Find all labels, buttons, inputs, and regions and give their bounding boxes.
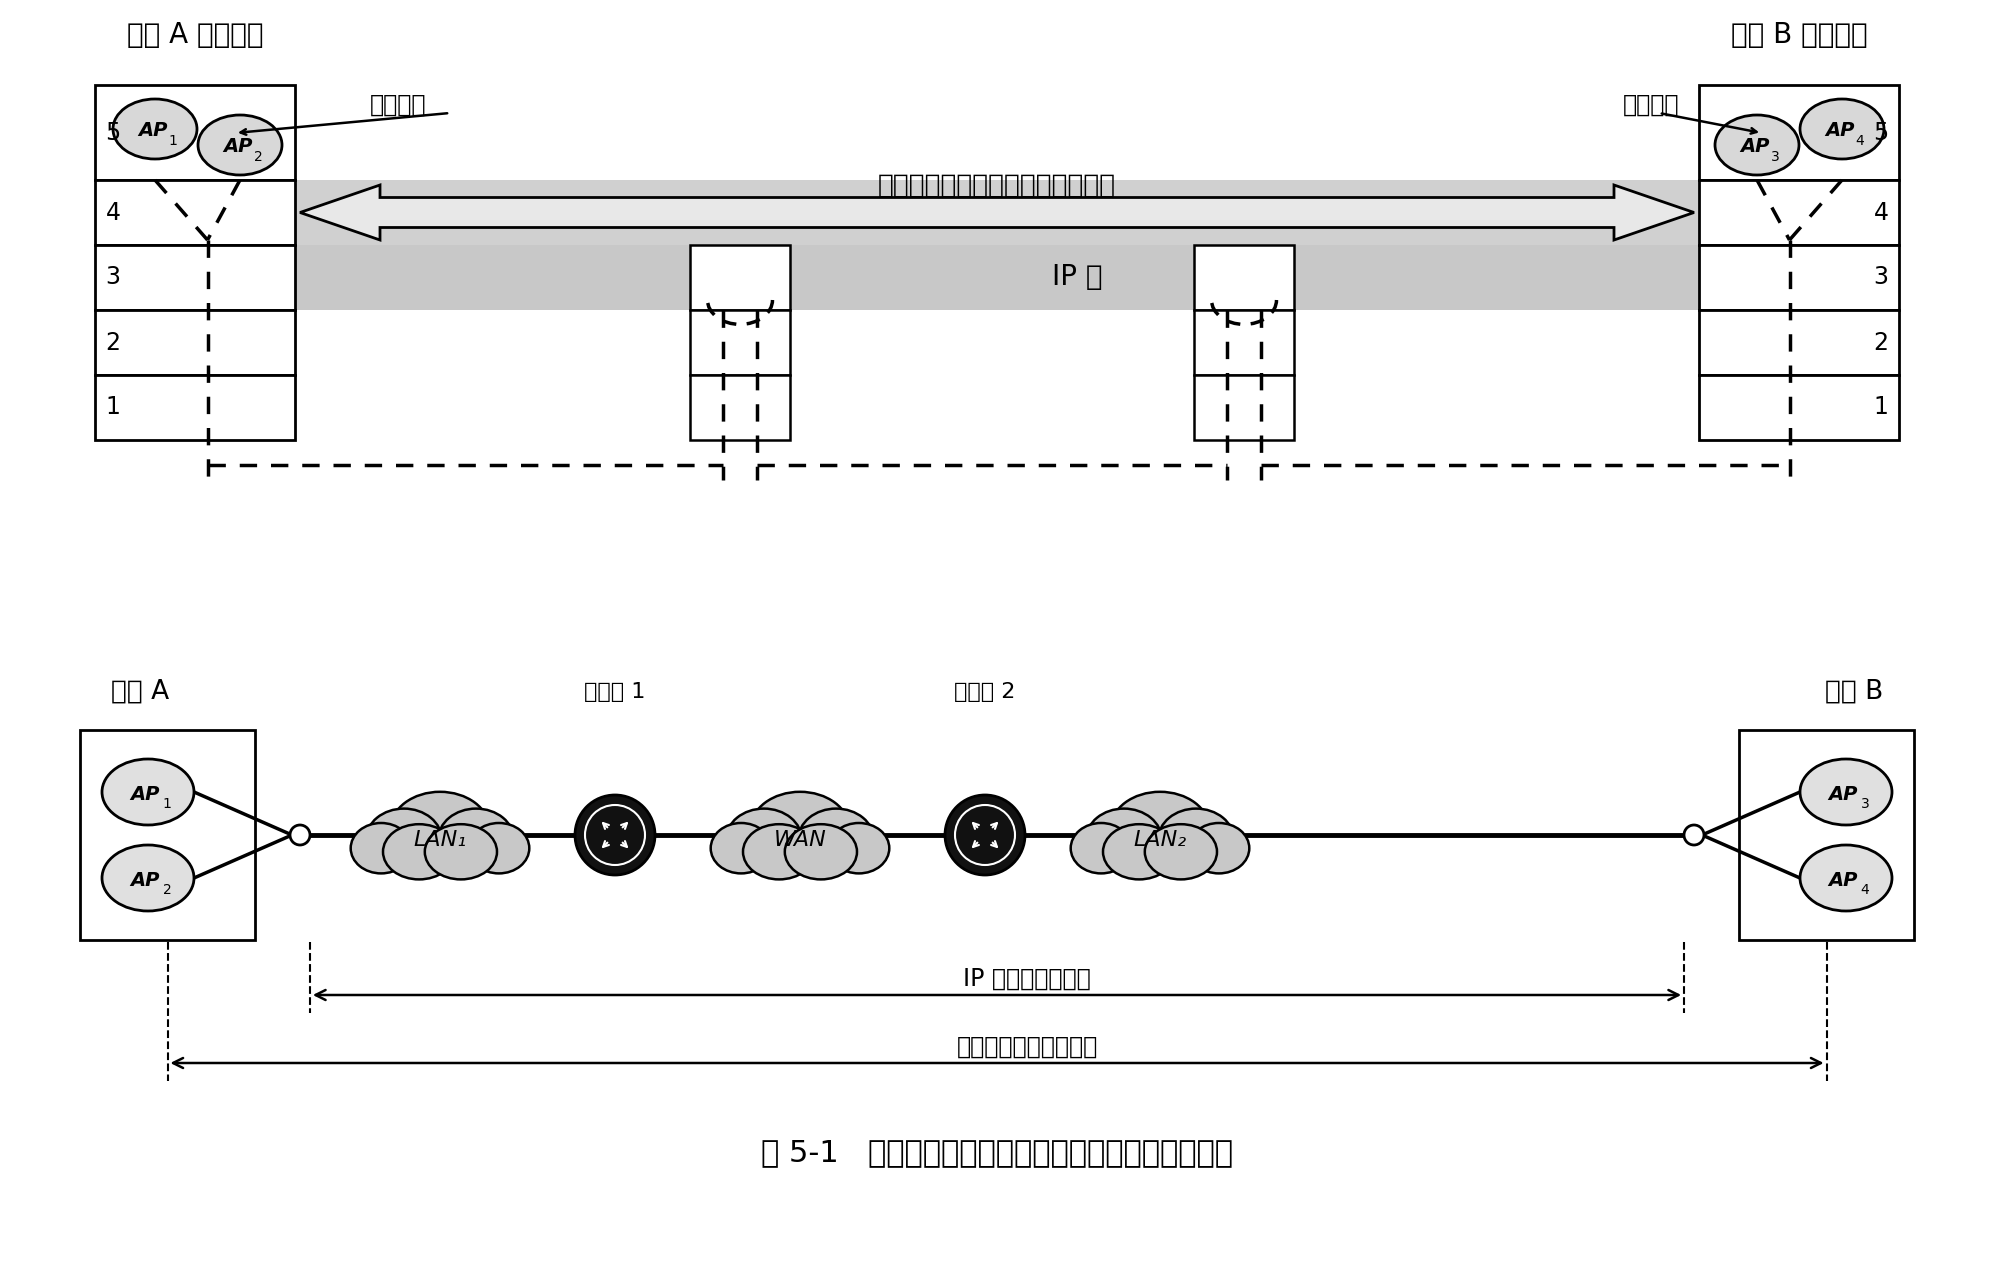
Ellipse shape	[750, 791, 849, 866]
Ellipse shape	[469, 823, 528, 874]
Bar	[295, 246, 1699, 310]
Ellipse shape	[383, 824, 455, 880]
Ellipse shape	[367, 809, 443, 871]
Text: 运输层协议的作用范围: 运输层协议的作用范围	[957, 1036, 1097, 1058]
Ellipse shape	[710, 823, 772, 874]
Text: 1: 1	[169, 134, 177, 148]
Bar	[1194, 246, 1294, 310]
Bar	[96, 246, 295, 310]
Text: 3: 3	[1874, 266, 1888, 290]
Ellipse shape	[798, 809, 873, 871]
Ellipse shape	[1103, 824, 1174, 880]
Ellipse shape	[351, 823, 411, 874]
Text: 3: 3	[1860, 798, 1868, 812]
Ellipse shape	[1801, 99, 1884, 160]
Bar	[1739, 730, 1914, 939]
Ellipse shape	[102, 844, 193, 912]
Circle shape	[945, 795, 1025, 875]
Bar	[1194, 375, 1294, 441]
Text: AP: AP	[1825, 122, 1854, 141]
Text: AP: AP	[1828, 871, 1858, 890]
Text: 图 5-1   运输层为相互通信的应用进程提供了逻辑通信: 图 5-1 运输层为相互通信的应用进程提供了逻辑通信	[762, 1138, 1232, 1167]
Text: 主机 B: 主机 B	[1825, 679, 1882, 705]
Bar	[1699, 85, 1898, 180]
Polygon shape	[299, 185, 1695, 241]
Text: 1: 1	[1874, 395, 1888, 419]
Ellipse shape	[1188, 823, 1250, 874]
Text: LAN₂: LAN₂	[1133, 830, 1186, 849]
Text: 主机 A: 主机 A	[112, 679, 169, 705]
Text: 4: 4	[1860, 882, 1868, 898]
Text: 5: 5	[106, 120, 120, 144]
Text: 应用进程: 应用进程	[1623, 92, 1679, 116]
Ellipse shape	[102, 760, 193, 825]
Text: AP: AP	[223, 138, 253, 157]
Text: 2: 2	[164, 882, 171, 898]
Ellipse shape	[1145, 824, 1216, 880]
Text: 4: 4	[106, 200, 120, 224]
Text: IP 层: IP 层	[1051, 263, 1103, 291]
Text: AP: AP	[130, 785, 160, 804]
Text: WAN: WAN	[774, 830, 826, 849]
Text: 4: 4	[1856, 134, 1864, 148]
Ellipse shape	[726, 809, 802, 871]
Bar	[295, 180, 1699, 246]
Text: 1: 1	[106, 395, 120, 419]
Ellipse shape	[391, 791, 489, 866]
Ellipse shape	[439, 809, 514, 871]
Ellipse shape	[1159, 809, 1234, 871]
Bar	[1699, 246, 1898, 310]
Circle shape	[289, 825, 309, 844]
Ellipse shape	[1087, 809, 1163, 871]
Bar	[80, 730, 255, 939]
Bar	[690, 375, 790, 441]
Text: 3: 3	[106, 266, 120, 290]
Bar	[690, 246, 790, 310]
Text: AP: AP	[1741, 138, 1771, 157]
Circle shape	[1685, 825, 1705, 844]
Text: 应用进程: 应用进程	[371, 92, 427, 116]
Ellipse shape	[1111, 791, 1210, 866]
Text: AP: AP	[130, 871, 160, 890]
Text: 2: 2	[253, 149, 263, 165]
Ellipse shape	[425, 824, 497, 880]
Text: 2: 2	[1874, 330, 1888, 354]
Bar	[1194, 310, 1294, 375]
Text: IP 协议的作用范围: IP 协议的作用范围	[963, 967, 1091, 991]
Text: 路由器 1: 路由器 1	[584, 682, 646, 703]
Bar	[96, 375, 295, 441]
Ellipse shape	[197, 115, 281, 175]
Bar	[690, 310, 790, 375]
Text: AP: AP	[1828, 785, 1858, 804]
Text: 5: 5	[1874, 120, 1888, 144]
Text: 路由器 2: 路由器 2	[955, 682, 1015, 703]
Bar	[1699, 180, 1898, 246]
Bar	[96, 310, 295, 375]
Ellipse shape	[1801, 844, 1892, 912]
Text: AP: AP	[138, 122, 167, 141]
Text: 3: 3	[1771, 149, 1779, 165]
Text: 主机 A 的协议栈: 主机 A 的协议栈	[128, 22, 263, 49]
Ellipse shape	[1801, 760, 1892, 825]
Ellipse shape	[1071, 823, 1131, 874]
Bar	[1699, 375, 1898, 441]
Text: 主机 B 的协议栈: 主机 B 的协议栈	[1731, 22, 1866, 49]
Text: 2: 2	[106, 330, 120, 354]
Bar	[96, 85, 295, 180]
Text: 运输层提供应用进程间的逻辑通信: 运输层提供应用进程间的逻辑通信	[877, 172, 1117, 199]
Bar	[1699, 310, 1898, 375]
Circle shape	[574, 795, 654, 875]
Ellipse shape	[114, 99, 197, 160]
Ellipse shape	[1715, 115, 1799, 175]
Ellipse shape	[744, 824, 816, 880]
Ellipse shape	[786, 824, 857, 880]
Text: LAN₁: LAN₁	[413, 830, 467, 849]
Text: 4: 4	[1874, 200, 1888, 224]
Text: 1: 1	[164, 798, 171, 812]
Ellipse shape	[828, 823, 889, 874]
Bar	[96, 180, 295, 246]
